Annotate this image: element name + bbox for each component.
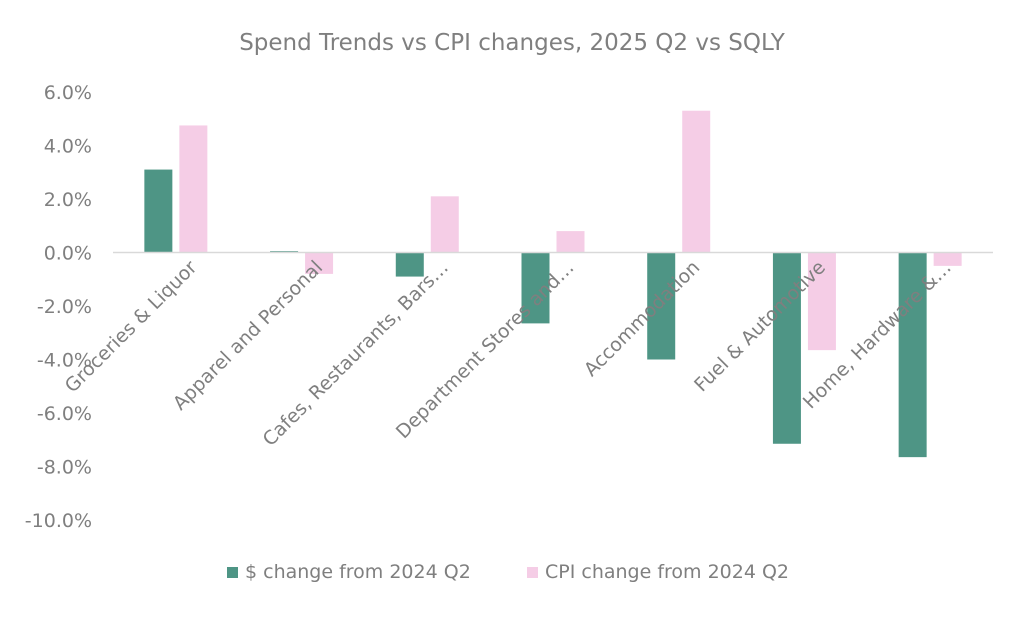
legend-swatch-1: [227, 567, 238, 578]
bar-series-1-cat-5: [647, 252, 676, 360]
bar-series-2-cat-5: [682, 110, 711, 253]
bar-series-2-cat-6: [807, 252, 836, 351]
y-tick-label: -8.0%: [37, 457, 92, 479]
legend: $ change from 2024 Q2 CPI change from 202…: [227, 561, 789, 583]
bar-series-1-cat-1: [144, 169, 173, 253]
chart-title: Spend Trends vs CPI changes, 2025 Q2 vs …: [239, 30, 786, 56]
legend-label-2: CPI change from 2024 Q2: [545, 561, 789, 583]
bars-layer: [144, 110, 962, 458]
y-tick-label: -4.0%: [37, 350, 92, 372]
y-tick-label: -10.0%: [25, 510, 92, 532]
y-tick-label: -2.0%: [37, 296, 92, 318]
legend-swatch-2: [527, 567, 538, 578]
bar-series-2-cat-7: [933, 252, 962, 266]
bar-series-1-cat-6: [772, 252, 801, 444]
y-tick-label: 6.0%: [44, 82, 92, 104]
y-tick-label: 2.0%: [44, 189, 92, 211]
bar-series-2-cat-4: [556, 231, 585, 253]
x-category-label: Accommodation: [580, 256, 704, 380]
bar-series-1-cat-4: [521, 252, 550, 324]
bar-series-1-cat-7: [898, 252, 927, 458]
y-axis-tick-labels: 6.0% 4.0% 2.0% 0.0% -2.0% -4.0% -6.0% -8.0% -10.…: [25, 82, 92, 532]
y-tick-label: 4.0%: [44, 136, 92, 158]
bar-series-2-cat-2: [305, 252, 334, 274]
bar-series-2-cat-3: [430, 196, 459, 253]
legend-label-1: $ change from 2024 Q2: [245, 561, 471, 583]
y-tick-label: 0.0%: [44, 243, 92, 265]
bar-series-2-cat-1: [179, 125, 208, 253]
bar-series-1-cat-3: [395, 252, 424, 277]
x-category-label: Groceries & Liquor: [61, 256, 202, 397]
y-tick-label: -6.0%: [37, 403, 92, 425]
